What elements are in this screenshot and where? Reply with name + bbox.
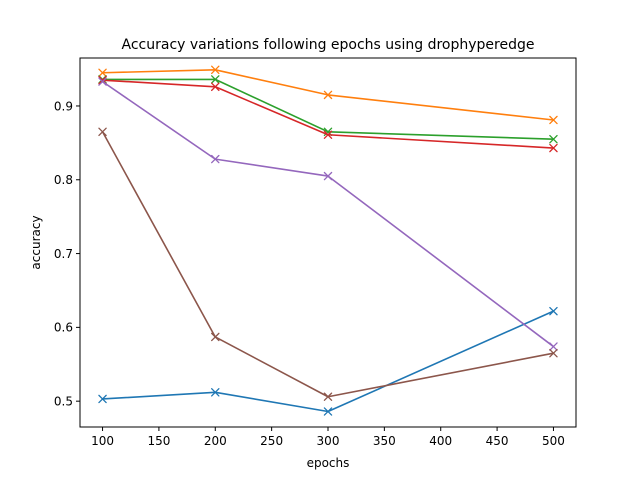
- x-tick-label: 450: [486, 434, 509, 448]
- y-tick-label: 0.7: [54, 247, 73, 261]
- series-line: [101, 310, 555, 413]
- data-point-marker: [323, 407, 333, 416]
- series-2: [98, 65, 558, 125]
- y-axis-title: accuracy: [29, 215, 43, 269]
- data-point-marker: [549, 134, 558, 144]
- x-tick-label: 350: [373, 434, 396, 448]
- data-point-marker: [98, 77, 107, 86]
- data-point-marker: [211, 388, 220, 397]
- data-point-marker: [549, 306, 558, 316]
- y-tick-label: 0.8: [54, 173, 73, 187]
- x-tick-label: 100: [91, 434, 114, 448]
- data-point-marker: [323, 130, 333, 140]
- y-axis: 0.5 0.6 0.7 0.8 0.9: [54, 99, 80, 408]
- series-3: [98, 75, 558, 144]
- y-tick-label: 0.6: [54, 321, 73, 335]
- y-tick-label: 0.5: [54, 394, 73, 408]
- x-tick-label: 200: [204, 434, 227, 448]
- data-point-marker: [549, 348, 558, 358]
- data-point-marker: [549, 115, 558, 125]
- data-point-marker: [323, 392, 333, 401]
- series-6: [98, 127, 558, 401]
- data-point-marker: [211, 65, 220, 75]
- data-point-marker: [98, 394, 107, 404]
- series-4: [98, 75, 558, 153]
- series-line: [101, 131, 555, 398]
- y-tick-label: 0.9: [54, 99, 73, 113]
- axes-frame: [79, 57, 577, 428]
- series-line: [101, 79, 555, 149]
- data-point-marker: [211, 332, 220, 342]
- data-point-marker: [323, 171, 333, 181]
- series-line: [101, 78, 555, 140]
- series-line: [101, 69, 555, 121]
- series-line: [101, 80, 555, 348]
- x-tick-label: 300: [317, 434, 340, 448]
- x-tick-label: 250: [260, 434, 283, 448]
- data-point-marker: [211, 82, 220, 92]
- x-axis: 100 150 200 250 300 350 400 450 500: [91, 427, 565, 448]
- series-1: [98, 306, 558, 416]
- chart-title: Accuracy variations following epochs usi…: [122, 37, 535, 53]
- data-point-marker: [323, 90, 333, 100]
- series-5: [98, 77, 558, 351]
- data-point-marker: [549, 143, 558, 153]
- data-point-marker: [98, 68, 107, 78]
- x-tick-label: 400: [429, 434, 452, 448]
- x-axis-title: epochs: [307, 456, 350, 470]
- x-tick-label: 500: [542, 434, 565, 448]
- data-point-marker: [211, 75, 220, 84]
- data-point-marker: [211, 154, 220, 164]
- data-point-marker: [98, 127, 107, 137]
- plot-area: [98, 65, 558, 416]
- data-point-marker: [549, 342, 558, 351]
- x-tick-label: 150: [147, 434, 170, 448]
